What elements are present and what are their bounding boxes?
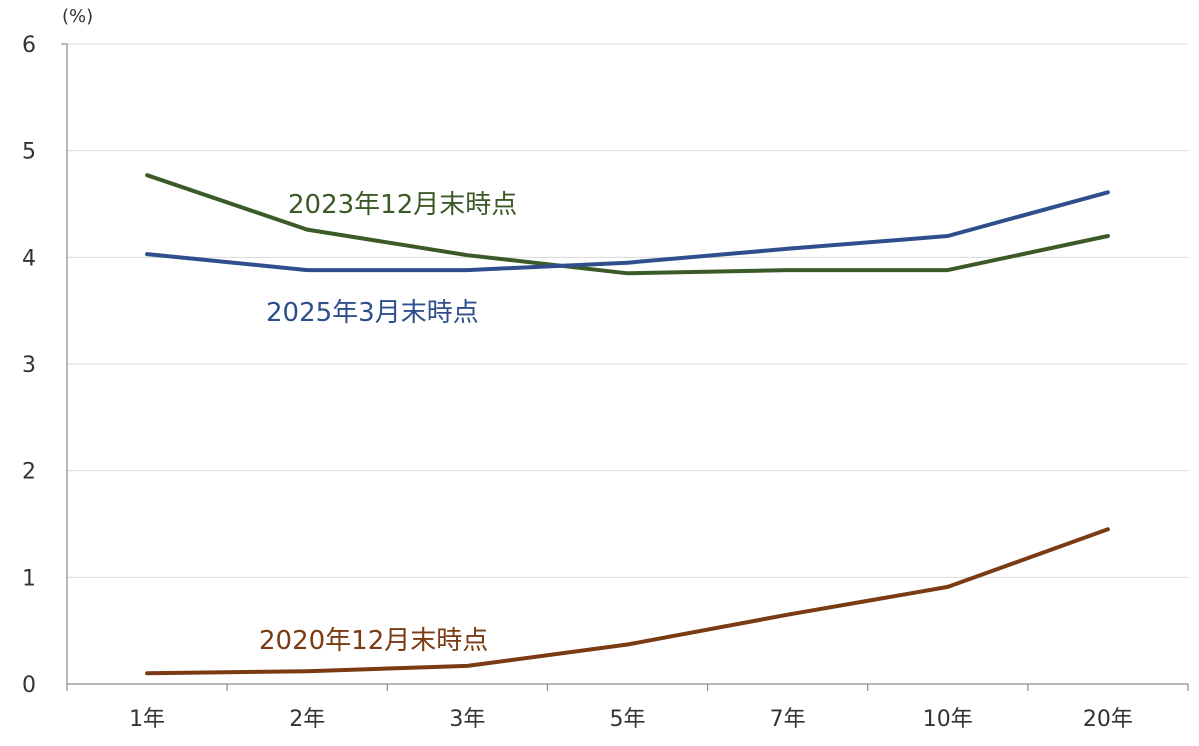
- y-tick-label: 1: [22, 566, 36, 591]
- y-tick-label: 3: [22, 353, 36, 378]
- series-line-0: [145, 173, 1110, 276]
- y-tick-label: 2: [22, 460, 36, 485]
- series-label-2025-03: 2025年3月末時点: [266, 298, 479, 328]
- series-labels: 2023年12月末時点 2025年3月末時点 2020年12月末時点: [259, 190, 517, 656]
- series-label-2020-12: 2020年12月末時点: [259, 626, 488, 656]
- y-tick-label: 5: [22, 140, 36, 165]
- x-tick-label: 3年: [449, 707, 485, 732]
- series-line-2: [145, 527, 1110, 676]
- x-tick-label: 20年: [1083, 707, 1133, 732]
- series-line-1: [145, 190, 1110, 273]
- x-tick-label: 5年: [610, 707, 646, 732]
- series-lines: [145, 173, 1110, 676]
- y-unit-label: (%): [62, 6, 93, 27]
- y-tick-labels: 0 1 2 3 4 5 6: [22, 33, 36, 698]
- series-label-2023-12: 2023年12月末時点: [288, 190, 517, 220]
- grid: [61, 43, 1189, 691]
- y-tick-label: 4: [22, 246, 36, 271]
- x-tick-label: 10年: [923, 707, 973, 732]
- x-tick-label: 2年: [289, 707, 325, 732]
- axes: [66, 44, 1188, 685]
- y-tick-label: 6: [22, 33, 36, 58]
- x-tick-labels: 1年 2年 3年 5年 7年 10年 20年: [129, 707, 1133, 732]
- x-tick-label: 7年: [770, 707, 806, 732]
- x-tick-label: 1年: [129, 707, 165, 732]
- y-tick-label: 0: [22, 673, 36, 698]
